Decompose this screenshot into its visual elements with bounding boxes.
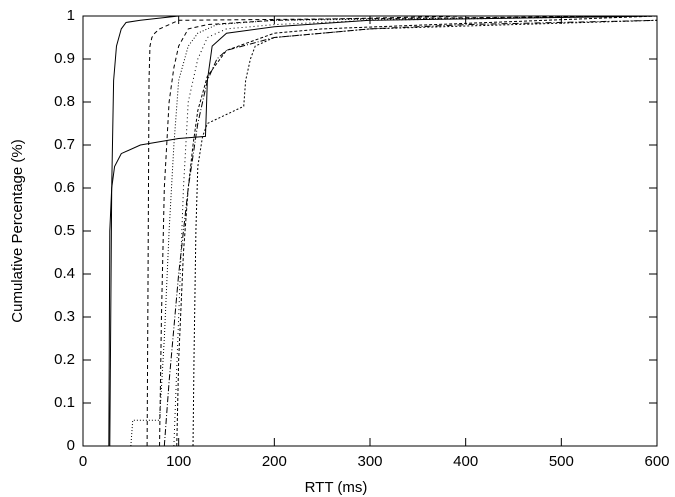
cdf-line xyxy=(176,15,658,447)
cdf-line xyxy=(130,15,658,447)
y-tick-label: 1 xyxy=(67,7,75,24)
y-tick-label: 0.4 xyxy=(54,265,75,282)
y-tick-label: 0.9 xyxy=(54,50,75,67)
cdf-line xyxy=(109,15,657,447)
x-tick-label: 600 xyxy=(644,453,669,470)
y-tick-label: 0.5 xyxy=(54,222,75,239)
y-tick-label: 0.7 xyxy=(54,136,75,153)
x-tick-label: 500 xyxy=(549,453,574,470)
x-axis-label: RTT (ms) xyxy=(305,479,368,496)
y-tick-label: 0.1 xyxy=(54,394,75,411)
x-tick-label: 200 xyxy=(262,453,287,470)
plot-frame xyxy=(82,15,658,447)
y-tick-label: 0 xyxy=(67,437,75,454)
x-tick-label: 400 xyxy=(453,453,478,470)
y-tick-label: 0.2 xyxy=(54,351,75,368)
cdf-line xyxy=(106,15,658,447)
x-tick-label: 300 xyxy=(357,453,382,470)
cdf-line xyxy=(192,19,658,447)
cdf-line xyxy=(163,19,658,447)
y-tick-label: 0.3 xyxy=(54,308,75,325)
cdf-line xyxy=(159,15,657,447)
y-tick-label: 0.8 xyxy=(54,93,75,110)
cdf-line xyxy=(146,15,658,447)
x-tick-label: 100 xyxy=(166,453,191,470)
y-tick-label: 0.6 xyxy=(54,179,75,196)
cdf-line xyxy=(173,15,658,447)
y-axis-label: Cumulative Percentage (%) xyxy=(9,139,26,322)
x-tick-label: 0 xyxy=(79,453,87,470)
